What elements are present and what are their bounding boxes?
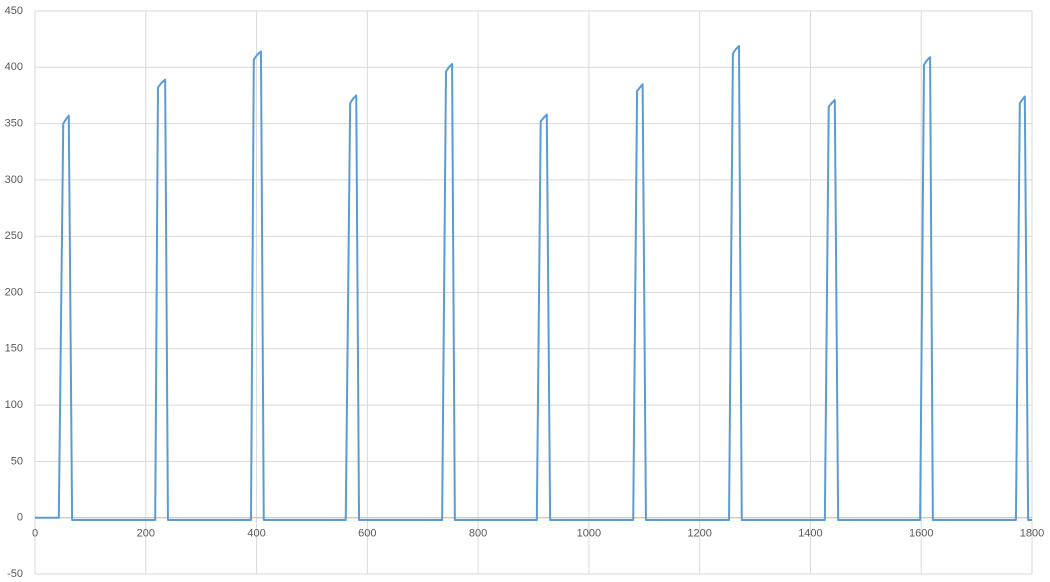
x-tick-label: 1000 [577,528,601,540]
x-tick-label: 600 [358,528,376,540]
y-tick-label: 100 [5,399,23,411]
y-tick-label: -50 [7,568,23,580]
y-tick-label: 350 [5,118,23,130]
x-tick-label: 400 [247,528,265,540]
x-tick-label: 1400 [798,528,822,540]
x-tick-label: 200 [137,528,155,540]
x-tick-label: 800 [469,528,487,540]
y-tick-label: 450 [5,5,23,17]
y-tick-label: 200 [5,286,23,298]
line [35,44,1032,521]
y-tick-label: 50 [11,455,23,467]
y-tick-label: 150 [5,343,23,355]
y-tick-label: 250 [5,230,23,242]
y-tick-label: 0 [17,512,23,524]
x-tick-label: 0 [32,528,38,540]
y-tick-label: 300 [5,174,23,186]
x-tick-label: 1600 [909,528,933,540]
y-tick-label: 400 [5,61,23,73]
x-tick-label: 1800 [1020,528,1044,540]
x-tick-label: 1200 [687,528,711,540]
